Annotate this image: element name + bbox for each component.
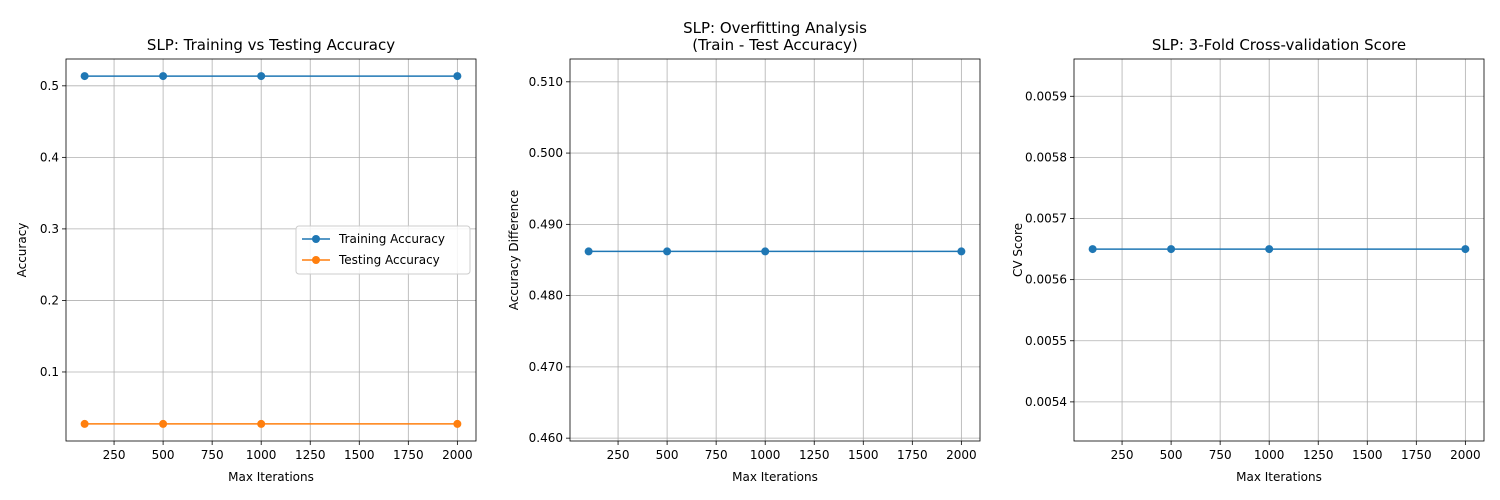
x-tick-label: 1000 [750, 448, 781, 462]
y-axis-label: Accuracy Difference [507, 190, 521, 310]
legend-box [295, 225, 471, 275]
y-tick-label: 0.1 [40, 365, 59, 379]
x-tick-label: 500 [1160, 448, 1183, 462]
x-tick-label: 1250 [1303, 448, 1334, 462]
legend-marker [312, 256, 320, 264]
legend-marker [312, 235, 320, 243]
y-tick-label: 0.480 [529, 289, 563, 303]
y-axis-label: Accuracy [15, 223, 29, 278]
y-axis-label: CV Score [1011, 223, 1025, 277]
data-point [584, 247, 593, 256]
axes-frame [1073, 58, 1485, 442]
y-tick-label: 0.500 [529, 146, 563, 160]
x-tick-label: 1500 [1352, 448, 1383, 462]
x-tick-label: 2000 [946, 448, 977, 462]
x-axis-label: Max Iterations [228, 470, 314, 484]
x-tick-label: 2000 [1450, 448, 1481, 462]
data-point [453, 72, 462, 81]
x-axis-label: Max Iterations [1236, 470, 1322, 484]
x-tick-label: 750 [201, 448, 224, 462]
y-tick-label: 0.3 [40, 222, 59, 236]
chart-title: SLP: 3-Fold Cross-validation Score [1152, 36, 1406, 54]
y-tick-label: 0.470 [529, 360, 563, 374]
y-tick-label: 0.0058 [1025, 150, 1067, 164]
data-point [257, 419, 266, 428]
y-tick-label: 0.0059 [1025, 89, 1067, 103]
legend-label: Training Accuracy [338, 232, 445, 246]
x-tick-label: 2000 [442, 448, 473, 462]
x-tick-label: 1250 [295, 448, 326, 462]
y-tick-label: 0.490 [529, 217, 563, 231]
x-tick-label: 750 [1209, 448, 1232, 462]
data-point [761, 247, 770, 256]
x-tick-label: 500 [152, 448, 175, 462]
x-axis-label: Max Iterations [732, 470, 818, 484]
y-tick-label: 0.0057 [1025, 212, 1067, 226]
data-point [1461, 245, 1470, 254]
data-point [957, 247, 966, 256]
y-tick-label: 0.4 [40, 150, 59, 164]
data-point [453, 419, 462, 428]
chart-title: SLP: Training vs Testing Accuracy [147, 36, 395, 54]
x-tick-label: 500 [656, 448, 679, 462]
axes-frame [65, 58, 477, 442]
x-tick-label: 1500 [848, 448, 879, 462]
data-point [159, 72, 168, 81]
legend-label: Testing Accuracy [338, 253, 440, 267]
x-tick-label: 1500 [344, 448, 375, 462]
data-point [1167, 245, 1176, 254]
x-tick-label: 1250 [799, 448, 830, 462]
data-point [257, 72, 266, 81]
data-point [1088, 245, 1097, 254]
x-tick-label: 250 [103, 448, 126, 462]
data-point [159, 419, 168, 428]
x-tick-label: 1750 [1401, 448, 1432, 462]
x-tick-label: 1000 [1254, 448, 1285, 462]
chart-title: (Train - Test Accuracy) [692, 36, 857, 54]
x-tick-label: 250 [1111, 448, 1134, 462]
y-tick-label: 0.460 [529, 431, 563, 445]
legend: Training Accuracy Testing Accuracy [295, 225, 471, 275]
subplot-3: 250 500 750 1000 1250 1500 1750 2000 0.0054 0.005… [1011, 36, 1485, 484]
chart-title: SLP: Overfitting Analysis [683, 19, 867, 37]
x-tick-label: 750 [705, 448, 728, 462]
y-tick-label: 0.0054 [1025, 395, 1067, 409]
subplot-2: 250 500 750 1000 1250 1500 1750 2000 0.460 0.470 0… [507, 19, 981, 484]
subplot-1: 250 500 750 1000 1250 1500 1750 2000 0.1 0.2 0.3 0.… [15, 36, 477, 484]
data-point [1265, 245, 1274, 254]
x-tick-label: 1750 [897, 448, 928, 462]
x-tick-label: 1000 [246, 448, 277, 462]
data-point [80, 419, 89, 428]
y-tick-label: 0.510 [529, 75, 563, 89]
data-point [80, 72, 89, 81]
y-tick-label: 0.2 [40, 293, 59, 307]
y-tick-label: 0.0056 [1025, 273, 1067, 287]
axes-frame [569, 58, 981, 442]
x-tick-label: 1750 [393, 448, 424, 462]
data-point [663, 247, 672, 256]
y-tick-label: 0.5 [40, 79, 59, 93]
y-tick-label: 0.0055 [1025, 334, 1067, 348]
x-tick-label: 250 [607, 448, 630, 462]
